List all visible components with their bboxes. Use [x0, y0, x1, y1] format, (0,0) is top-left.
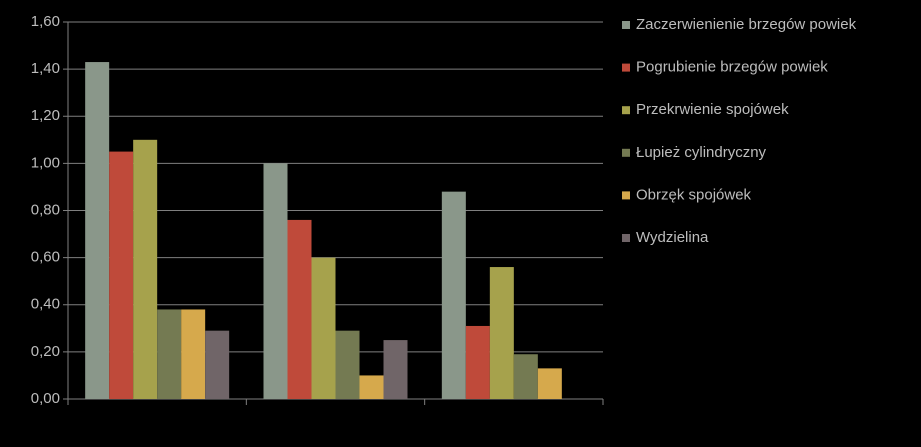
legend-label: Pogrubienie brzegów powiek: [636, 59, 828, 76]
legend-label: Obrzęk spojówek: [636, 186, 752, 203]
bar: [109, 151, 134, 399]
legend-swatch: [622, 63, 630, 72]
y-tick-label: 0,40: [31, 296, 60, 313]
legend-swatch: [622, 234, 630, 242]
legend-swatch: [622, 191, 630, 200]
y-tick-label: 1,40: [31, 60, 60, 77]
legend-label: Wydzielina: [636, 229, 709, 246]
bar: [513, 354, 538, 399]
y-tick-label: 0,20: [31, 343, 60, 360]
bar: [465, 325, 490, 399]
legend-label: Przekrwienie spojówek: [636, 101, 789, 118]
bar: [311, 257, 336, 399]
y-tick-label: 0,00: [31, 390, 60, 407]
bar: [489, 267, 514, 399]
bar: [205, 330, 230, 399]
y-tick-label: 1,00: [31, 154, 60, 171]
bar: [287, 219, 312, 399]
bar: [441, 191, 466, 399]
y-tick-label: 0,60: [31, 249, 60, 266]
bar: [263, 163, 288, 399]
legend-swatch: [622, 21, 630, 29]
y-tick-label: 1,60: [31, 13, 60, 30]
legend-swatch: [622, 148, 630, 157]
bar: [157, 309, 182, 399]
bar: [537, 368, 562, 399]
y-tick-label: 0,80: [31, 201, 60, 218]
legend-label: Zaczerwienienie brzegów powiek: [636, 16, 857, 33]
bar: [383, 340, 408, 399]
legend-label: Łupież cylindryczny: [636, 144, 767, 161]
bar: [335, 330, 360, 399]
bar: [359, 375, 384, 399]
y-tick-label: 1,20: [31, 107, 60, 124]
bar: [133, 139, 158, 399]
bar: [85, 62, 110, 400]
bar: [181, 309, 206, 399]
legend-swatch: [622, 106, 630, 115]
